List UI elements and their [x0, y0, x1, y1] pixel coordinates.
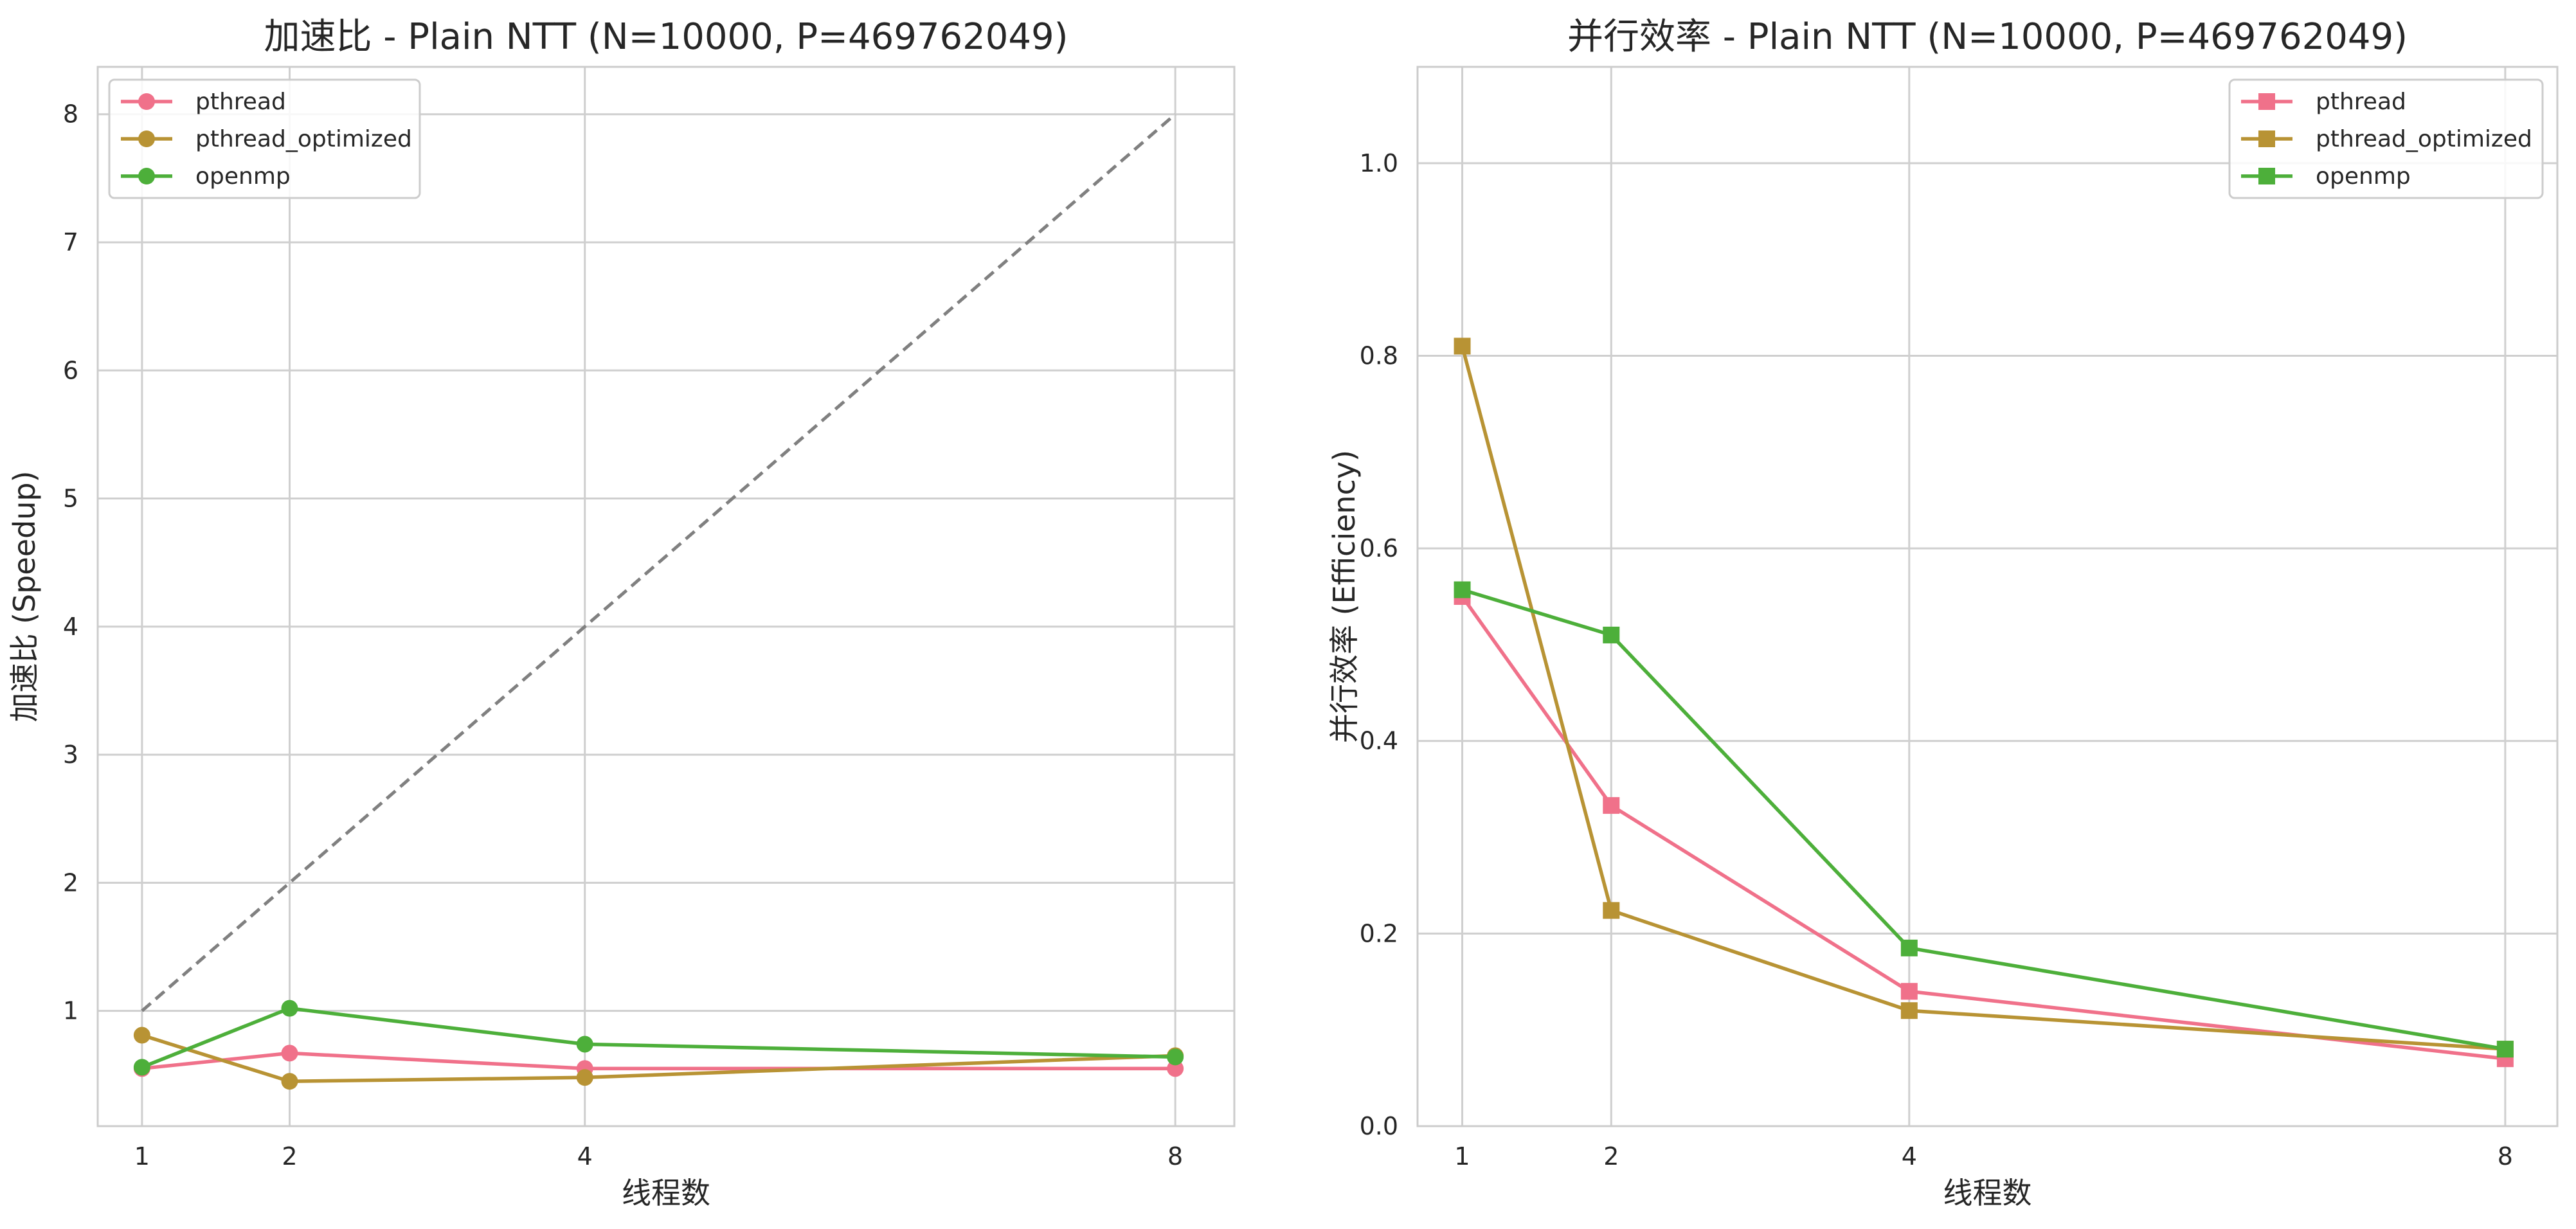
speedup-point-openmp — [576, 1036, 593, 1053]
speedup-y-tick-label: 2 — [63, 868, 78, 897]
efficiency-point-openmp — [1454, 581, 1471, 598]
efficiency-legend-label: pthread — [2316, 89, 2406, 115]
speedup-legend — [108, 78, 421, 199]
speedup-y-tick-label: 6 — [63, 356, 78, 384]
efficiency-legend-label: openmp — [2316, 163, 2411, 190]
speedup-y-tick-label: 4 — [63, 613, 78, 641]
speedup-y-tick-label: 5 — [63, 485, 78, 513]
efficiency-chart-xlabel: 线程数 — [1943, 1176, 2032, 1210]
speedup-chart: 加速比 - Plain NTT (N=10000, P=469762049) 线… — [7, 16, 1236, 1210]
speedup-x-tick-label: 4 — [577, 1142, 593, 1171]
speedup-point-openmp — [281, 1000, 298, 1017]
speedup-y-tick-label: 1 — [63, 997, 78, 1025]
efficiency-series-line-openmp — [1461, 588, 2506, 1051]
speedup-point-openmp — [133, 1059, 150, 1076]
speedup-point-pthread_optimized — [281, 1073, 298, 1090]
speedup-series-line-pthread_optimized — [141, 1033, 1176, 1084]
efficiency-series-line-pthread_optimized — [1460, 345, 2506, 1051]
speedup-chart-title: 加速比 - Plain NTT (N=10000, P=469762049) — [264, 16, 1068, 58]
speedup-legend-label: pthread_optimized — [195, 126, 412, 152]
speedup-ideal-reference-line — [141, 112, 1176, 1012]
speedup-legend-swatch-marker — [138, 93, 155, 110]
efficiency-point-openmp — [1900, 939, 1918, 956]
efficiency-y-tick-label: 0.4 — [1360, 727, 1398, 755]
efficiency-point-pthread_optimized — [1603, 902, 1620, 919]
speedup-x-tick-label: 2 — [282, 1142, 297, 1171]
efficiency-y-tick-label: 0.0 — [1360, 1112, 1398, 1140]
efficiency-chart-title: 并行效率 - Plain NTT (N=10000, P=469762049) — [1567, 16, 2408, 58]
efficiency-chart-ylabel: 并行效率 (Efficiency) — [1327, 450, 1362, 743]
efficiency-x-tick-label: 8 — [2498, 1142, 2513, 1171]
efficiency-legend-swatch-marker — [2258, 130, 2275, 147]
efficiency-point-openmp — [2496, 1041, 2514, 1058]
speedup-legend-swatch-marker — [138, 168, 155, 184]
speedup-point-pthread_optimized — [133, 1027, 150, 1044]
efficiency-legend-swatch-marker — [2258, 168, 2275, 184]
speedup-legend-swatch-marker — [138, 130, 155, 147]
efficiency-x-tick-label: 2 — [1603, 1142, 1619, 1171]
efficiency-series-line-pthread — [1461, 595, 2506, 1061]
efficiency-y-tick-label: 0.8 — [1360, 341, 1398, 370]
speedup-x-tick-label: 8 — [1167, 1142, 1183, 1171]
efficiency-point-pthread — [1900, 983, 1918, 1000]
efficiency-legend — [2228, 78, 2544, 199]
speedup-chart-xlabel: 线程数 — [622, 1176, 710, 1210]
efficiency-x-tick-label: 4 — [1902, 1142, 1917, 1171]
speedup-chart-ylabel: 加速比 (Speedup) — [7, 471, 42, 722]
speedup-legend-label: openmp — [195, 163, 291, 190]
efficiency-legend-swatch-marker — [2258, 93, 2275, 110]
efficiency-y-tick-label: 1.0 — [1360, 149, 1398, 177]
efficiency-y-tick-label: 0.6 — [1360, 534, 1398, 562]
speedup-y-tick-label: 7 — [63, 228, 78, 256]
speedup-point-pthread — [1167, 1060, 1184, 1077]
efficiency-point-openmp — [1603, 626, 1620, 643]
speedup-series-line-pthread — [141, 1051, 1176, 1071]
speedup-y-tick-label: 8 — [63, 100, 78, 129]
speedup-x-tick-label: 1 — [134, 1142, 150, 1171]
speedup-plot-frame — [96, 66, 1236, 1127]
speedup-series-line-openmp — [141, 1006, 1176, 1069]
speedup-point-pthread_optimized — [576, 1069, 593, 1086]
efficiency-chart: 并行效率 - Plain NTT (N=10000, P=469762049) … — [1327, 16, 2559, 1210]
efficiency-legend-label: pthread_optimized — [2316, 126, 2532, 152]
efficiency-point-pthread_optimized — [1900, 1002, 1918, 1019]
efficiency-plot-frame — [1416, 66, 2559, 1127]
speedup-y-tick-label: 3 — [63, 740, 78, 769]
efficiency-point-pthread_optimized — [1454, 337, 1471, 355]
speedup-point-openmp — [1167, 1048, 1184, 1066]
efficiency-x-tick-label: 1 — [1454, 1142, 1470, 1171]
efficiency-point-pthread — [1603, 797, 1620, 814]
speedup-point-pthread — [281, 1045, 298, 1062]
speedup-legend-label: pthread — [195, 89, 286, 115]
efficiency-y-tick-label: 0.2 — [1360, 919, 1398, 947]
